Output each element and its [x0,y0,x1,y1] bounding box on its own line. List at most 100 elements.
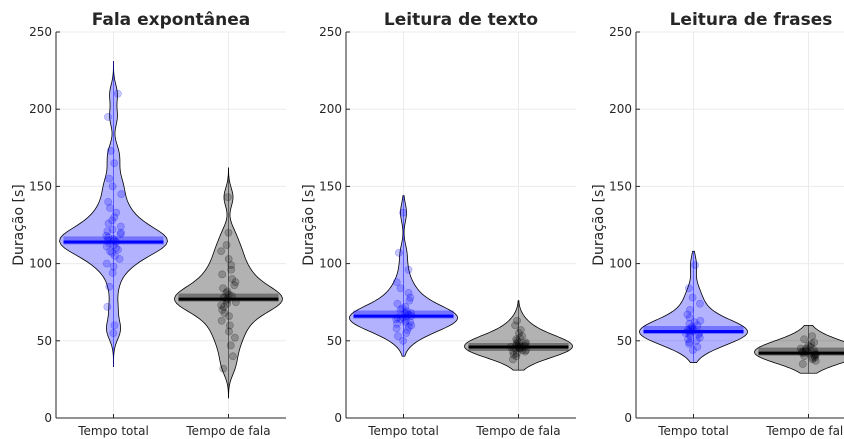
data-point [104,113,112,121]
data-point [117,190,126,199]
chart-title: Leitura de frases [670,10,833,30]
data-point [224,228,233,237]
y-tick-label: 50 [617,334,632,348]
data-point [231,278,240,287]
data-point [406,293,415,302]
data-point [114,245,122,254]
data-point [811,356,820,365]
y-tick-label: 50 [327,334,342,348]
data-point [112,244,120,253]
data-point [407,321,416,330]
data-point [394,248,403,257]
data-point [402,329,411,337]
x-tick-label: Tempo total [367,424,439,438]
data-point [513,316,521,325]
data-point [110,213,119,222]
data-point [512,335,521,344]
data-point [514,329,523,337]
chart-title: Leitura de texto [384,10,538,30]
data-point [115,255,124,263]
data-point [404,289,413,297]
data-point [108,225,117,234]
chart-panel-1: 0 50 100 150 200 250 Tempo total Tempo de fala F… [11,10,286,438]
data-point [102,259,111,268]
data-point [685,339,693,348]
y-axis-label: Duração [s] [591,184,607,266]
data-point [105,174,114,183]
data-point [230,333,239,342]
data-point [810,338,819,347]
data-point [104,197,113,206]
mean-band [353,310,454,319]
data-point [515,333,524,342]
data-point [398,304,407,313]
data-point [112,208,121,217]
data-point [105,282,114,291]
y-tick-label: 200 [29,102,52,116]
data-point [393,319,401,328]
data-point [518,332,527,341]
data-point [224,255,233,263]
data-point [222,241,231,249]
y-tick-label: 250 [609,25,632,39]
chart-panel-2: 0 50 100 150 200 250 Tempo total Tempo de fala L… [301,10,576,438]
data-point [696,299,704,308]
data-point [396,284,405,293]
data-point [219,284,227,293]
data-point [513,336,522,345]
data-point [399,208,407,217]
data-point [401,318,410,327]
y-tick-label: 100 [319,257,342,271]
data-point [404,322,413,331]
data-point [509,355,517,364]
y-tick-label: 150 [29,179,52,193]
data-point [102,231,111,240]
y-tick-label: 200 [319,102,342,116]
chart-panel-3: 0 50 100 150 200 250 Tempo total Tempo de fala L… [591,10,844,438]
x-tick-label: Tempo total [657,424,729,438]
data-point [230,281,239,290]
data-point [403,326,412,334]
data-point [226,341,235,350]
y-tick-label: 150 [609,179,632,193]
data-point [217,301,226,310]
mean-band [643,325,744,334]
y-tick-label: 150 [319,179,342,193]
data-point [225,321,234,330]
data-point [218,306,227,314]
data-point [693,321,702,330]
data-point [228,275,237,283]
x-tick-label: Tempo de fala [765,424,844,438]
data-point [692,336,701,345]
data-point [217,316,226,325]
violin-1 [639,250,748,363]
data-point [804,341,813,350]
data-point [220,309,229,317]
data-point [108,248,116,257]
violin-2 [464,300,573,371]
data-point [223,193,232,202]
data-point [693,343,702,351]
data-point [110,159,119,168]
data-point [222,289,231,297]
data-point [111,251,119,260]
y-axis-label: Duração [s] [301,184,317,266]
data-point [685,319,694,328]
data-point [689,346,697,354]
data-point [225,327,233,336]
data-point [108,182,117,191]
data-point [516,326,525,334]
data-point [218,270,227,279]
data-point [392,278,401,287]
data-point [393,299,402,308]
chart-title: Fala expontânea [92,10,250,30]
x-tick-label: Tempo de fala [185,424,270,438]
data-point [217,247,226,256]
y-tick-label: 0 [624,411,632,425]
data-point [509,350,518,359]
data-point [685,313,694,322]
violin-2 [754,324,844,374]
y-tick-label: 100 [609,257,632,271]
y-tick-label: 250 [319,25,342,39]
